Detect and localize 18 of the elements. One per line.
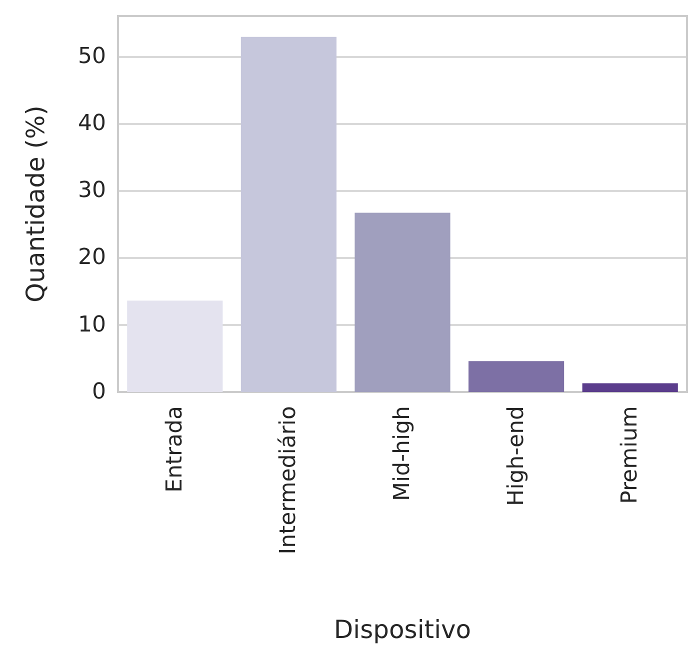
x-tick-label: Mid-high <box>390 406 415 501</box>
bar <box>240 36 336 392</box>
x-axis-title: Dispositivo <box>334 615 472 644</box>
x-tick-label: Entrada <box>162 406 188 492</box>
y-tick-label: 20 <box>78 245 106 270</box>
y-tick-label: 50 <box>78 44 106 69</box>
y-axis-title: Quantidade (%) <box>21 105 50 303</box>
bar <box>582 383 678 392</box>
y-tick-label: 40 <box>78 110 106 136</box>
x-tick-label: Premium <box>618 406 643 504</box>
x-tick-label: Intermediário <box>276 406 302 554</box>
x-tick-label: High-end <box>504 406 529 506</box>
y-tick-label: 10 <box>78 312 106 338</box>
y-tick-label: 30 <box>78 178 106 204</box>
y-tick-label: 0 <box>92 380 106 404</box>
bar <box>468 361 564 392</box>
bar <box>127 300 223 392</box>
bar <box>354 212 450 392</box>
